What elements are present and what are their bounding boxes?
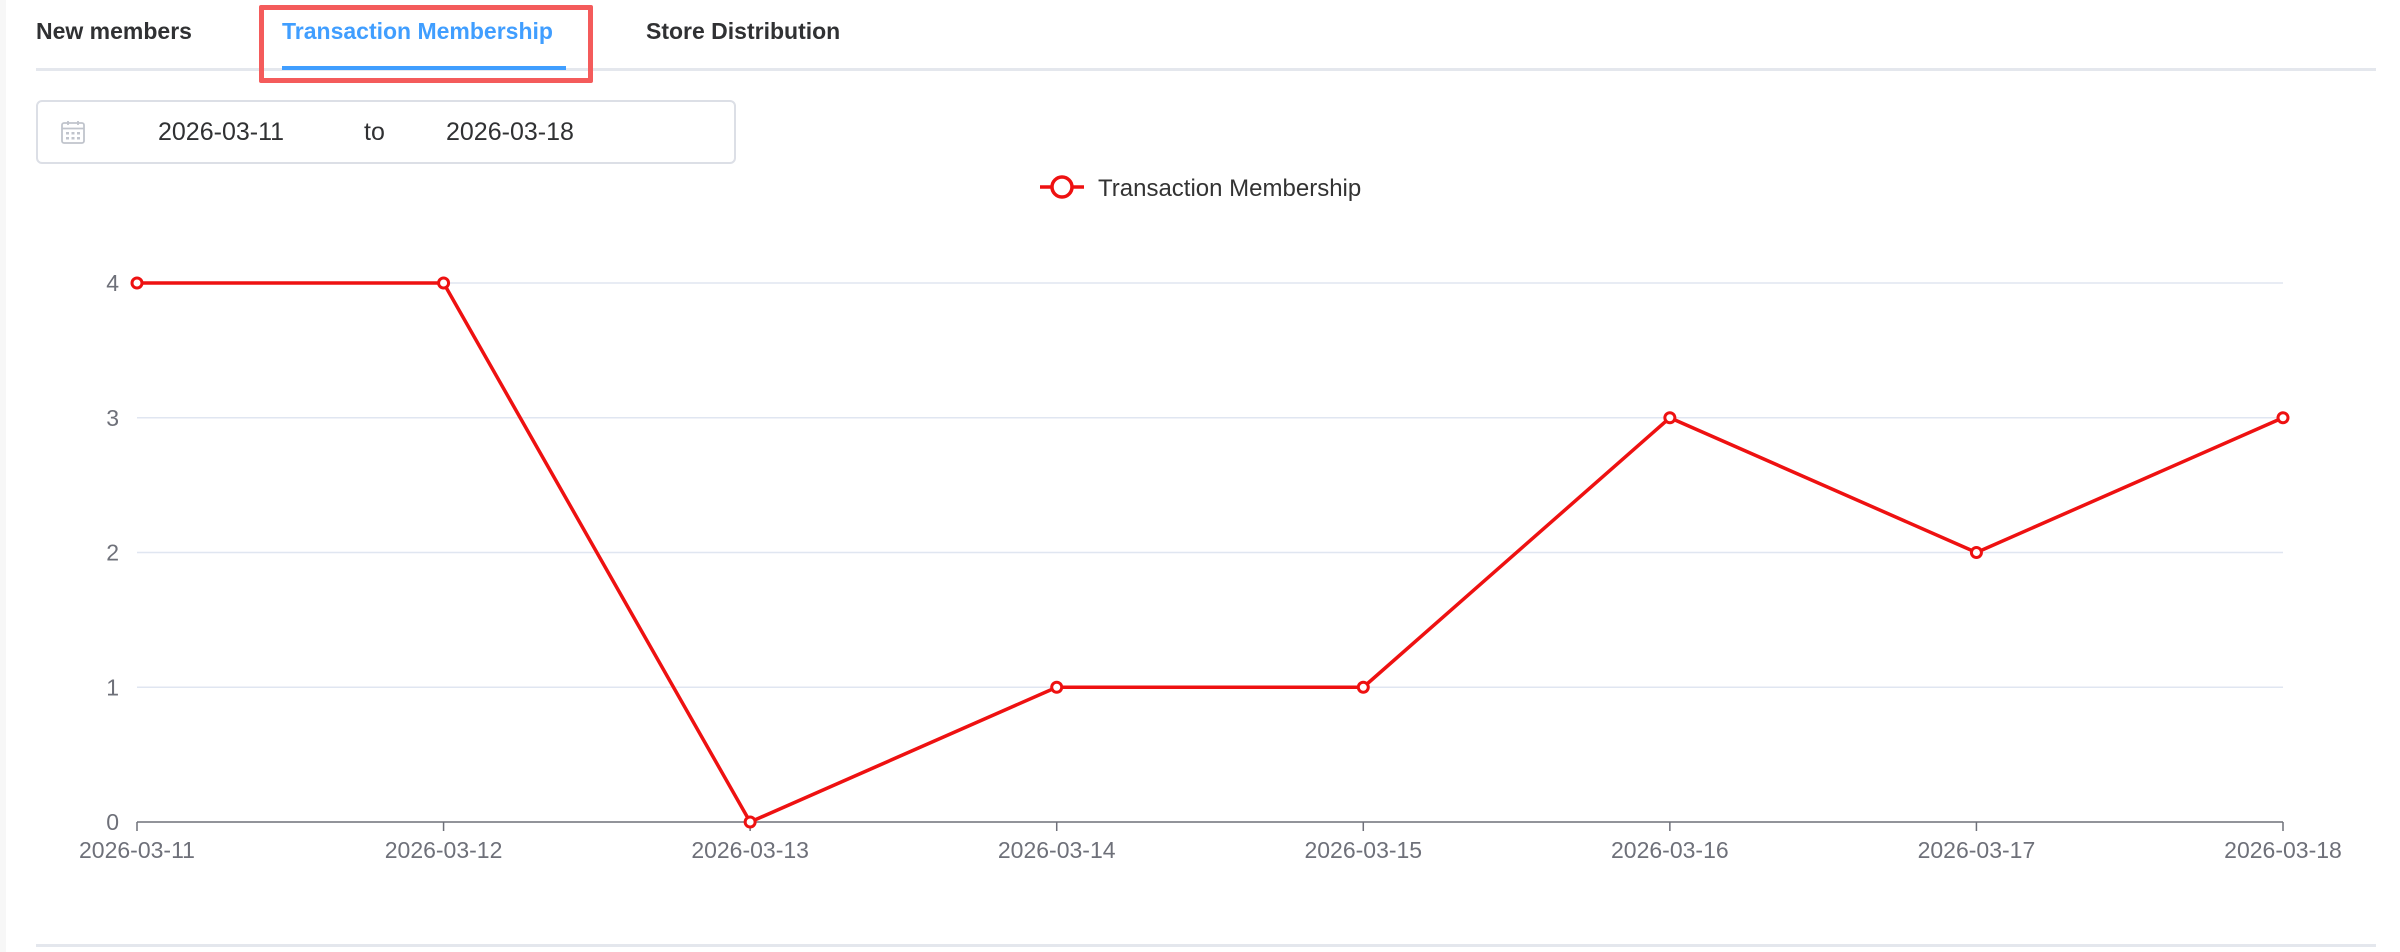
- tab-store-distribution[interactable]: Store Distribution: [646, 18, 841, 44]
- date-range-picker[interactable]: 2026-03-11 to 2026-03-18: [36, 100, 736, 164]
- tab-bar: New members Transaction Membership Store…: [36, 0, 2376, 70]
- tab-transaction-membership[interactable]: Transaction Membership: [282, 18, 553, 44]
- highlight-box: [259, 5, 593, 83]
- x-tick-label: 2026-03-15: [1304, 837, 1422, 863]
- calendar-icon: [61, 121, 85, 144]
- tabs-divider: [36, 68, 2376, 71]
- start-date-input[interactable]: 2026-03-11: [158, 118, 285, 146]
- x-tick-label: 2026-03-18: [2224, 837, 2342, 863]
- data-point: [1356, 680, 1370, 694]
- x-tick-label: 2026-03-16: [1611, 837, 1729, 863]
- bottom-divider: [36, 944, 2376, 947]
- data-point: [1050, 680, 1064, 694]
- y-tick-label: 3: [106, 405, 119, 431]
- y-tick-label: 0: [106, 809, 119, 835]
- legend-label: Transaction Membership: [1098, 175, 1361, 202]
- date-range-separator: to: [364, 118, 385, 146]
- tab-new-members[interactable]: New members: [36, 18, 192, 44]
- y-tick-label: 4: [106, 270, 119, 296]
- end-date-input[interactable]: 2026-03-18: [446, 118, 574, 146]
- y-tick-label: 1: [106, 674, 119, 700]
- data-point: [1969, 546, 1983, 559]
- legend-marker: [1050, 175, 1074, 199]
- data-point: [1663, 411, 1677, 425]
- data-point: [743, 815, 757, 829]
- line-chart: 0 1 2 3 4 2026-03-11 2026-03-12 2026-03-13 2026-…: [79, 175, 2342, 863]
- left-edge: [0, 0, 6, 952]
- data-point: [437, 276, 451, 290]
- x-tick-label: 2026-03-17: [1918, 837, 2036, 863]
- active-tab-indicator: [282, 66, 566, 70]
- series-line: [137, 281, 2284, 824]
- x-tick-label: 2026-03-11: [79, 837, 195, 863]
- y-tick-label: 2: [106, 540, 119, 566]
- data-point: [130, 276, 144, 290]
- data-point: [2276, 411, 2290, 425]
- x-tick-label: 2026-03-14: [998, 837, 1116, 863]
- x-tick-label: 2026-03-13: [691, 837, 809, 863]
- x-tick-label: 2026-03-12: [385, 837, 503, 863]
